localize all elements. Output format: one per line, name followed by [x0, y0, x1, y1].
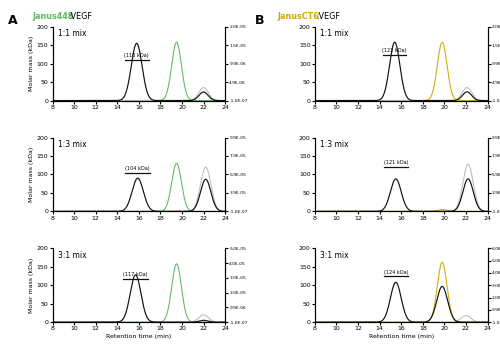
- Text: 1:1 mix: 1:1 mix: [320, 29, 348, 38]
- Text: (104 kDa): (104 kDa): [126, 166, 150, 171]
- Text: 3:1 mix: 3:1 mix: [320, 251, 348, 260]
- Text: 1:1 mix: 1:1 mix: [58, 29, 86, 38]
- Text: Janus448: Janus448: [32, 12, 74, 21]
- Text: (110 kDa): (110 kDa): [124, 53, 149, 58]
- Text: (123 kDa): (123 kDa): [382, 48, 407, 53]
- Text: A: A: [8, 14, 17, 27]
- Y-axis label: Molar mass (kDa): Molar mass (kDa): [29, 147, 34, 202]
- Text: JanusCT6: JanusCT6: [278, 12, 320, 21]
- Text: (124 kDa): (124 kDa): [384, 269, 408, 274]
- Text: 3:1 mix: 3:1 mix: [58, 251, 86, 260]
- X-axis label: Retention time (min): Retention time (min): [106, 334, 172, 339]
- Text: :VEGF: :VEGF: [316, 12, 340, 21]
- Text: :VEGF: :VEGF: [68, 12, 92, 21]
- Text: 1:3 mix: 1:3 mix: [320, 140, 348, 149]
- Text: B: B: [255, 14, 264, 27]
- Text: (117 kDa): (117 kDa): [124, 272, 148, 277]
- Y-axis label: Molar mass (kDa): Molar mass (kDa): [29, 36, 34, 91]
- Text: (121 kDa): (121 kDa): [384, 160, 408, 165]
- X-axis label: Retention time (min): Retention time (min): [368, 334, 434, 339]
- Y-axis label: Molar mass (kDa): Molar mass (kDa): [29, 258, 34, 313]
- Text: 1:3 mix: 1:3 mix: [58, 140, 86, 149]
